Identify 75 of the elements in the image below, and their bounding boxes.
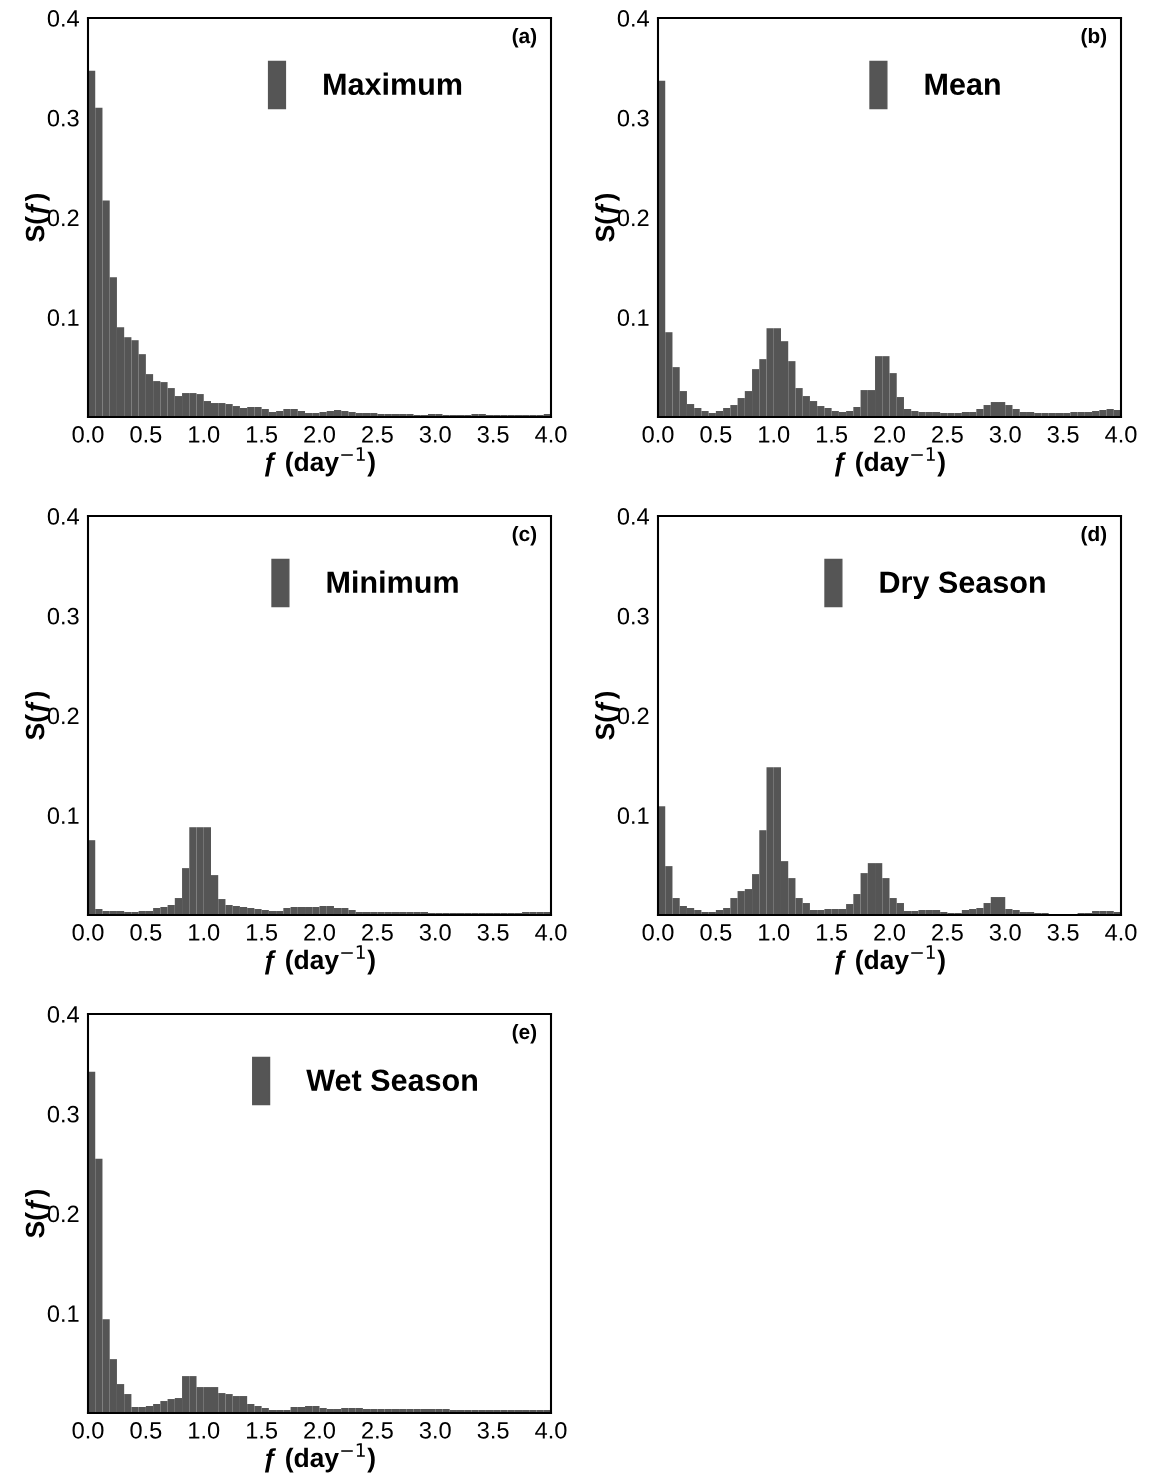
y-tick-label: 0.3 <box>47 109 79 127</box>
x-tick-label: 3.5 <box>477 923 509 941</box>
y-tick-label: 0.3 <box>617 607 649 625</box>
x-tick-label: 3.5 <box>1047 425 1079 443</box>
y-tick-label: 0.4 <box>47 508 79 525</box>
x-tick-label: 3.5 <box>477 425 509 443</box>
y-tick-label: 0.3 <box>47 607 79 625</box>
y-tick-label: 0.3 <box>617 109 649 127</box>
x-tick-label: 3.0 <box>989 923 1021 941</box>
x-tick-label: 2.5 <box>362 1421 393 1439</box>
y-tick-label: 0.1 <box>47 1305 79 1323</box>
x-tick-label: 0.0 <box>642 923 674 941</box>
y-tick-label: 0.1 <box>617 309 649 327</box>
x-tick-label: 2.0 <box>304 1421 335 1439</box>
x-axis-title: ƒ (day$^{−1}$) <box>264 1443 375 1473</box>
x-tick-label: 3.5 <box>477 1421 509 1439</box>
x-tick-label: 4.0 <box>1105 425 1137 443</box>
x-tick-label: 2.0 <box>304 923 335 941</box>
x-axis-title: ƒ (day$^{−1}$) <box>834 945 945 975</box>
text: Dry Season <box>880 571 1045 600</box>
x-tick-label: 4.0 <box>535 923 567 941</box>
annotation: (b) <box>1081 27 1107 48</box>
x-tick-label: 4.0 <box>535 425 567 443</box>
y-tick-label: 0.4 <box>617 508 649 525</box>
x-tick-label: 3.0 <box>419 425 451 443</box>
x-tick-label: 0.5 <box>700 923 732 941</box>
x-tick-label: 2.0 <box>304 425 335 443</box>
x-tick-label: 0.0 <box>642 425 674 443</box>
y-tick-label: 0.1 <box>617 807 649 825</box>
x-tick-label: 0.0 <box>72 425 104 443</box>
x-tick-label: 1.0 <box>189 425 220 443</box>
x-tick-label: 1.5 <box>817 426 848 443</box>
x-tick-label: 1.5 <box>247 1422 278 1439</box>
x-tick-label: 3.0 <box>419 1421 451 1439</box>
x-tick-label: 0.0 <box>72 1421 104 1439</box>
legend-label: Maximum <box>324 72 462 96</box>
x-tick-label: 2.0 <box>874 425 905 443</box>
x-tick-label: 0.0 <box>72 923 104 941</box>
x-tick-label: 1.0 <box>189 1421 220 1439</box>
legend-label: Minimum <box>327 570 458 594</box>
annotation: (c) <box>512 525 537 546</box>
x-tick-label: 1.5 <box>247 924 278 941</box>
x-tick-label: 4.0 <box>1105 923 1137 941</box>
x-tick-label: 1.0 <box>759 923 790 941</box>
x-tick-label: 1.0 <box>759 425 790 443</box>
x-tick-label: 1.0 <box>189 923 220 941</box>
x-tick-label: 1.5 <box>247 426 278 443</box>
x-tick-label: 2.0 <box>874 923 905 941</box>
annotation: (d) <box>1081 525 1107 546</box>
x-tick-label: 0.5 <box>700 425 732 443</box>
x-tick-label: 0.5 <box>130 425 162 443</box>
x-axis-title: ƒ (day$^{−1}$) <box>264 945 375 975</box>
y-tick-label: 0.3 <box>47 1105 79 1123</box>
text: Mean <box>925 73 1000 96</box>
annotation: (a) <box>512 27 537 48</box>
x-tick-label: 2.5 <box>932 425 963 443</box>
y-tick-label: 0.4 <box>617 10 649 27</box>
x-tick-label: 4.0 <box>535 1421 567 1439</box>
x-tick-label: 3.5 <box>1047 923 1079 941</box>
legend-label: Wet Season <box>306 1069 477 1092</box>
x-tick-label: 2.5 <box>362 425 393 443</box>
y-tick-label: 0.4 <box>47 10 79 27</box>
x-tick-label: 0.5 <box>130 1421 162 1439</box>
x-tick-label: 3.0 <box>989 425 1021 443</box>
x-axis-title: ƒ (day$^{−1}$) <box>264 447 375 477</box>
x-tick-label: 2.5 <box>932 923 963 941</box>
annotation: (e) <box>512 1023 537 1044</box>
x-tick-label: 1.5 <box>817 924 848 941</box>
x-tick-label: 3.0 <box>419 923 451 941</box>
y-tick-label: 0.1 <box>47 309 79 327</box>
y-tick-label: 0.4 <box>47 1006 79 1023</box>
y-tick-label: 0.1 <box>47 807 79 825</box>
x-axis-title: ƒ (day$^{−1}$) <box>834 447 945 477</box>
x-tick-label: 0.5 <box>130 923 162 941</box>
x-tick-label: 2.5 <box>362 923 393 941</box>
